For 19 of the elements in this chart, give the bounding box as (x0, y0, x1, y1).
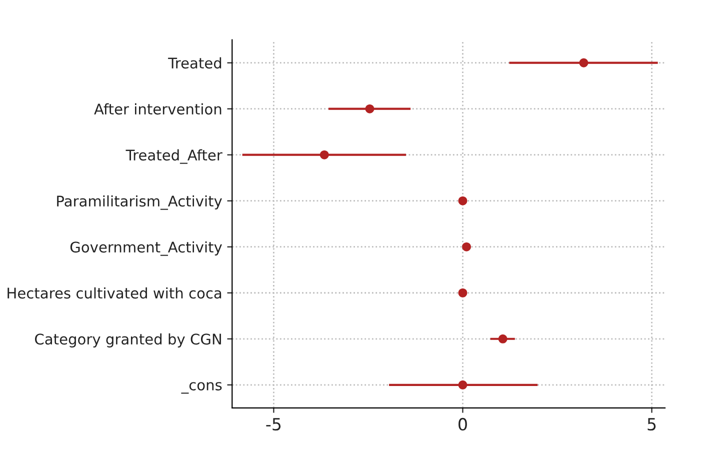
y-tick-label: Government_Activity (70, 241, 222, 256)
y-tick-label: Treated (168, 57, 222, 69)
y-tick-label: Category granted by CGN (35, 333, 221, 348)
y-tick-label: After intervention (94, 103, 222, 115)
point (579, 58, 588, 68)
y-tick-label: Treated_After (126, 149, 222, 164)
point (365, 104, 374, 114)
y-tick-label: Hectares cultivated with coca (8, 287, 222, 299)
point (458, 196, 468, 206)
y-tick-label: _cons (181, 382, 222, 394)
point (498, 334, 508, 344)
point (462, 242, 472, 252)
x-tick-label: 5 (648, 418, 656, 431)
point (458, 288, 468, 298)
x-tick-label: 0 (458, 418, 467, 431)
y-tick-label: Paramilitarism_Activity (57, 195, 222, 210)
point (458, 380, 468, 390)
x-tick-label: -5 (266, 418, 281, 431)
point (320, 150, 329, 160)
